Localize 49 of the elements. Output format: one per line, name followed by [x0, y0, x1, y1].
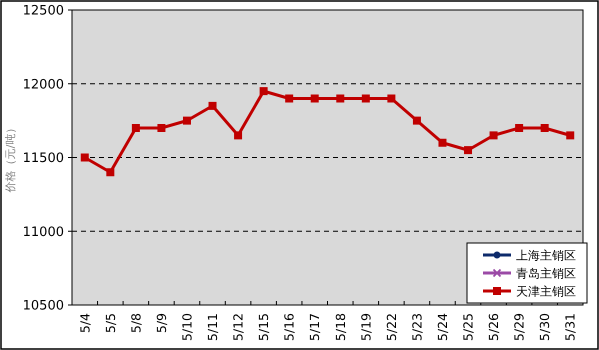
x-tick-label: 5/5	[102, 313, 118, 334]
x-tick-label: 5/18	[332, 312, 348, 342]
x-tick-label: 5/29	[512, 312, 527, 342]
x-tick-label: 5/10	[179, 312, 194, 342]
point	[182, 116, 191, 125]
y-tick-label: 12000	[22, 77, 64, 92]
point	[515, 124, 524, 132]
y-tick-label: 12500	[22, 4, 64, 18]
point	[464, 146, 472, 154]
x-tick-label: 5/8	[128, 312, 144, 334]
legend-label: 青岛主销区	[516, 266, 576, 280]
point	[412, 116, 421, 125]
point	[566, 131, 574, 140]
x-tick-label: 5/17	[307, 313, 322, 342]
point	[285, 94, 294, 102]
point	[540, 124, 549, 132]
x-tick-label: 5/31	[562, 313, 578, 342]
point	[208, 102, 217, 110]
x-tick-label: 5/24	[434, 312, 450, 342]
point	[260, 87, 268, 96]
x-tick-label: 5/16	[282, 312, 297, 342]
legend-label: 上海主销区	[516, 248, 576, 262]
y-tick-label: 11000	[22, 224, 64, 240]
x-tick-label: 5/12	[230, 313, 246, 342]
point	[234, 131, 242, 140]
point	[106, 168, 114, 176]
x-tick-label: 5/4	[77, 312, 92, 334]
x-tick-label: 5/23	[409, 313, 424, 342]
legend-label: 天津主销区	[516, 284, 576, 298]
point	[80, 154, 89, 162]
point	[336, 94, 344, 102]
point	[132, 124, 140, 132]
point	[157, 124, 166, 132]
y-tick-label: 10500	[22, 298, 64, 314]
x-tick-label: 5/9	[154, 312, 169, 334]
x-tick-label: 5/19	[358, 312, 374, 342]
point	[310, 94, 319, 102]
x-tick-label: 5/22	[384, 313, 399, 342]
y-tick-label: 11500	[22, 151, 64, 166]
point	[387, 94, 396, 102]
x-tick-label: 5/30	[537, 312, 552, 342]
point	[438, 138, 446, 147]
y-axis-title: 价格（元/吨）	[4, 122, 17, 194]
x-tick-label: 5/15	[256, 313, 272, 342]
point	[362, 94, 370, 102]
x-tick-label: 5/26	[486, 312, 502, 342]
x-tick-label: 5/25	[460, 313, 476, 342]
x-tick-label: 5/11	[205, 313, 220, 342]
point	[490, 131, 498, 140]
